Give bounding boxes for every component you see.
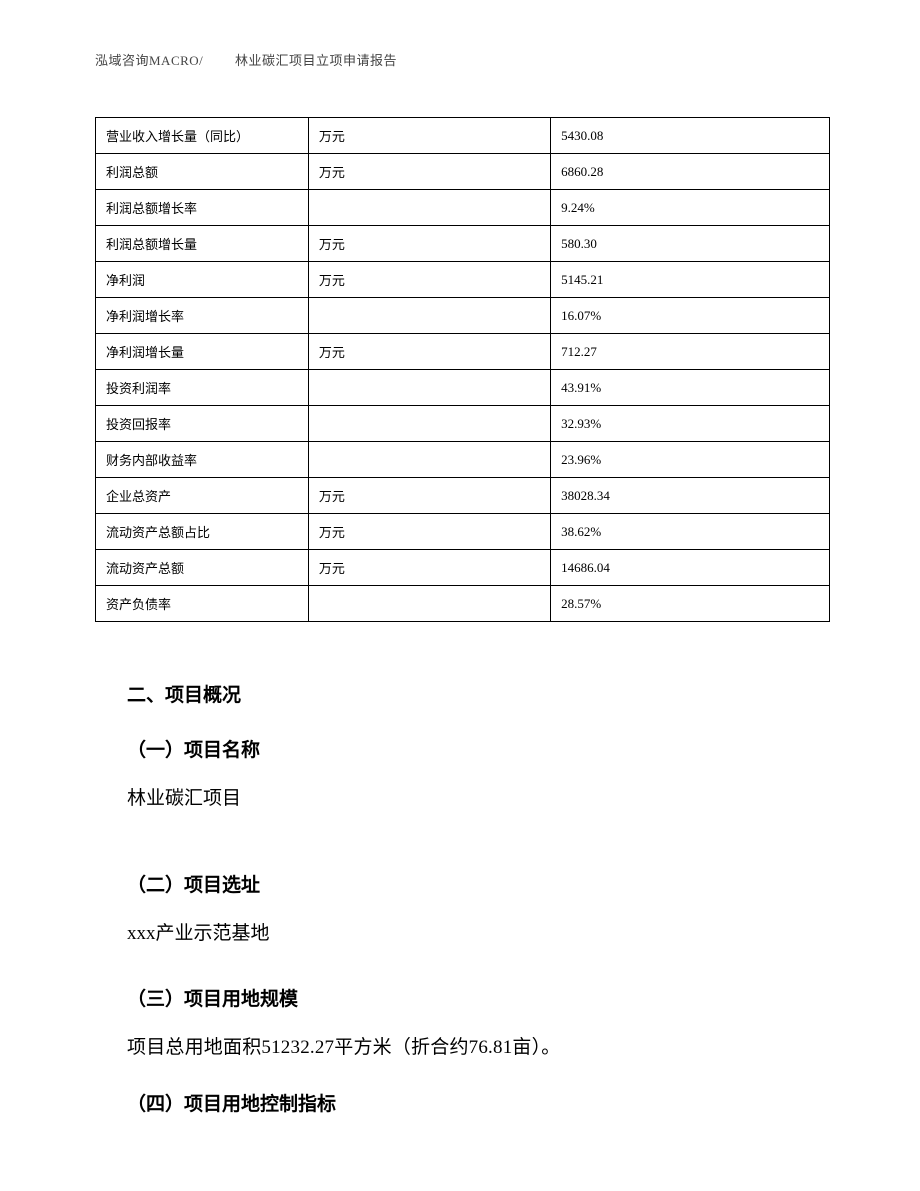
table-cell: 580.30 <box>551 226 830 262</box>
table-cell: 万元 <box>308 154 550 190</box>
table-row: 企业总资产万元38028.34 <box>96 478 830 514</box>
subsection-3-text: 项目总用地面积51232.27平方米（折合约76.81亩）。 <box>127 1033 810 1063</box>
table-cell: 利润总额增长率 <box>96 190 309 226</box>
page-container: 泓域咨询MACRO/ 林业碳汇项目立项申请报告 营业收入增长量（同比）万元543… <box>0 0 920 1188</box>
table-cell <box>308 190 550 226</box>
subsection-4-title: （四）项目用地控制指标 <box>127 1089 810 1116</box>
table-cell: 万元 <box>308 478 550 514</box>
table-cell: 净利润增长率 <box>96 298 309 334</box>
table-cell: 万元 <box>308 334 550 370</box>
table-cell: 财务内部收益率 <box>96 442 309 478</box>
table-row: 投资回报率 32.93% <box>96 406 830 442</box>
table-cell: 万元 <box>308 226 550 262</box>
table-cell: 9.24% <box>551 190 830 226</box>
table-row: 净利润万元5145.21 <box>96 262 830 298</box>
subsection-3-title: （三）项目用地规模 <box>127 984 810 1011</box>
table-cell: 万元 <box>308 550 550 586</box>
table-row: 资产负债率 28.57% <box>96 586 830 622</box>
table-cell: 28.57% <box>551 586 830 622</box>
table-cell <box>308 298 550 334</box>
table-row: 利润总额增长率 9.24% <box>96 190 830 226</box>
table-row: 流动资产总额占比万元38.62% <box>96 514 830 550</box>
table-body: 营业收入增长量（同比）万元5430.08利润总额万元6860.28利润总额增长率… <box>96 118 830 622</box>
table-cell: 5430.08 <box>551 118 830 154</box>
subsection-2-title: （二）项目选址 <box>127 870 810 897</box>
header-doc-title: 林业碳汇项目立项申请报告 <box>235 53 397 68</box>
page-header: 泓域咨询MACRO/ 林业碳汇项目立项申请报告 <box>95 50 830 69</box>
table-cell: 38028.34 <box>551 478 830 514</box>
table-cell: 5145.21 <box>551 262 830 298</box>
table-cell: 资产负债率 <box>96 586 309 622</box>
table-cell: 14686.04 <box>551 550 830 586</box>
table-cell <box>308 370 550 406</box>
table-cell: 利润总额 <box>96 154 309 190</box>
table-row: 净利润增长率 16.07% <box>96 298 830 334</box>
table-cell: 万元 <box>308 262 550 298</box>
table-cell: 利润总额增长量 <box>96 226 309 262</box>
table-cell <box>308 406 550 442</box>
table-row: 流动资产总额万元14686.04 <box>96 550 830 586</box>
table-cell <box>308 586 550 622</box>
table-cell: 投资回报率 <box>96 406 309 442</box>
table-row: 财务内部收益率 23.96% <box>96 442 830 478</box>
table-row: 利润总额增长量万元580.30 <box>96 226 830 262</box>
subsection-1-title: （一）项目名称 <box>127 735 810 762</box>
section-2-title: 二、项目概况 <box>127 680 810 707</box>
table-cell: 营业收入增长量（同比） <box>96 118 309 154</box>
table-row: 利润总额万元6860.28 <box>96 154 830 190</box>
table-cell: 38.62% <box>551 514 830 550</box>
table-cell: 万元 <box>308 118 550 154</box>
table-cell: 流动资产总额占比 <box>96 514 309 550</box>
table-cell: 净利润增长量 <box>96 334 309 370</box>
table-cell: 企业总资产 <box>96 478 309 514</box>
table-cell: 净利润 <box>96 262 309 298</box>
table-row: 营业收入增长量（同比）万元5430.08 <box>96 118 830 154</box>
header-company: 泓域咨询MACRO/ <box>95 53 203 68</box>
table-cell: 43.91% <box>551 370 830 406</box>
table-cell: 6860.28 <box>551 154 830 190</box>
subsection-1-text: 林业碳汇项目 <box>127 784 810 814</box>
subsection-2-text: xxx产业示范基地 <box>127 919 810 949</box>
table-cell: 投资利润率 <box>96 370 309 406</box>
content-section: 二、项目概况 （一）项目名称 林业碳汇项目 （二）项目选址 xxx产业示范基地 … <box>95 680 830 1116</box>
financial-table: 营业收入增长量（同比）万元5430.08利润总额万元6860.28利润总额增长率… <box>95 117 830 622</box>
table-cell: 万元 <box>308 514 550 550</box>
table-cell: 流动资产总额 <box>96 550 309 586</box>
table-cell: 16.07% <box>551 298 830 334</box>
table-row: 净利润增长量万元712.27 <box>96 334 830 370</box>
table-cell <box>308 442 550 478</box>
table-cell: 712.27 <box>551 334 830 370</box>
table-cell: 23.96% <box>551 442 830 478</box>
table-cell: 32.93% <box>551 406 830 442</box>
table-row: 投资利润率 43.91% <box>96 370 830 406</box>
